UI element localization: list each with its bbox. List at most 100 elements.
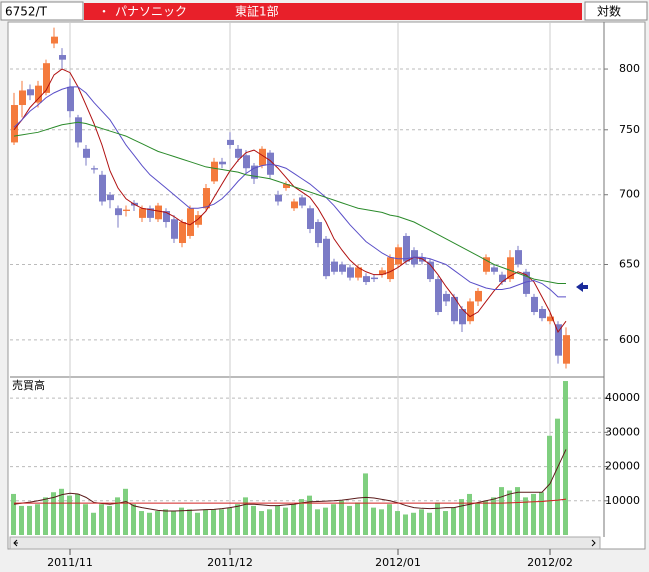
y-tick-label: 40000 — [605, 391, 640, 404]
candle-body — [107, 194, 114, 201]
candle-body — [19, 90, 26, 106]
volume-bar — [19, 505, 24, 535]
volume-bar — [83, 504, 88, 535]
plot-frame — [7, 21, 646, 550]
volume-bar — [347, 505, 352, 535]
name-bar — [84, 3, 582, 20]
candle-body — [403, 235, 410, 262]
candle-body — [379, 270, 386, 275]
candle-body — [499, 274, 506, 283]
volume-bar — [259, 511, 264, 535]
volume-bar — [27, 505, 32, 535]
volume-bar — [355, 502, 360, 535]
candle-body — [371, 277, 378, 280]
scroll-right[interactable] — [591, 539, 596, 547]
volume-bar — [107, 505, 112, 535]
x-tick-label: 2012/02 — [527, 556, 573, 569]
volume-bar — [283, 507, 288, 535]
volume-bar — [195, 512, 200, 535]
candle-body — [363, 276, 370, 283]
volume-bar — [267, 509, 272, 535]
candle-body — [251, 165, 258, 179]
stock-name: パナソニック — [115, 5, 187, 19]
y-tick-label: 700 — [619, 188, 640, 201]
candle-body — [507, 257, 514, 280]
candle-body — [195, 215, 202, 225]
scale-button[interactable] — [584, 1, 648, 21]
volume-bar — [99, 504, 104, 535]
candle-body — [491, 267, 498, 272]
x-tick-label: 2011/12 — [207, 556, 253, 569]
candle-body — [395, 247, 402, 265]
volume-bar — [171, 511, 176, 535]
volume-bar — [403, 514, 408, 535]
candle-body — [387, 257, 394, 280]
volume-bar — [115, 497, 120, 535]
candle-body — [267, 152, 274, 175]
candle-body — [467, 301, 474, 322]
moving-average-line — [13, 68, 567, 334]
y-tick-label: 30000 — [605, 425, 640, 438]
y-tick-label: 600 — [619, 333, 640, 346]
candle-body — [51, 36, 58, 44]
candle-body — [435, 279, 442, 313]
volume-bar — [43, 497, 48, 535]
candle-body — [203, 188, 210, 209]
candle-body — [91, 168, 98, 170]
bullet: ・ — [98, 5, 110, 19]
volume-bar — [67, 495, 72, 535]
volume-bar — [59, 488, 64, 535]
volume-bar — [91, 512, 96, 535]
volume-bar — [331, 504, 336, 535]
volume-bar — [155, 511, 160, 535]
candle-body — [459, 308, 466, 325]
volume-bar — [147, 512, 152, 535]
candle-body — [515, 250, 522, 265]
volume-bar — [539, 492, 544, 535]
volume-bar — [531, 493, 536, 535]
candle-body — [355, 267, 362, 278]
volume-bar — [131, 504, 136, 535]
candle-body — [323, 238, 330, 277]
volume-bar — [443, 511, 448, 535]
candle-body — [211, 161, 218, 182]
volume-bar — [211, 509, 216, 535]
volume-bar — [555, 418, 560, 535]
candle-body — [187, 208, 194, 236]
candle-body — [243, 155, 250, 169]
volume-bar — [563, 381, 568, 535]
candle-body — [43, 63, 50, 93]
scroll-left[interactable] — [13, 539, 18, 547]
volume-bar — [483, 500, 488, 535]
volume-bar — [507, 490, 512, 535]
volume-bar — [475, 502, 480, 535]
volume-bar — [219, 509, 224, 535]
candle-body — [235, 148, 242, 158]
candle-body — [67, 86, 74, 112]
panel-title: 売買高 — [12, 378, 45, 392]
scale-mode[interactable]: 対数 — [597, 4, 621, 19]
volume-bar — [515, 487, 520, 535]
y-tick-label: 10000 — [605, 494, 640, 507]
candle-body — [315, 222, 322, 244]
volume-bar — [275, 505, 280, 535]
candle-body — [443, 293, 450, 302]
candle-body — [307, 208, 314, 229]
candle-body — [299, 197, 306, 206]
candle-body — [99, 174, 106, 202]
volume-bar — [435, 502, 440, 535]
scrollbar[interactable] — [9, 536, 601, 550]
volume-bar — [235, 504, 240, 535]
volume-bar — [75, 493, 80, 535]
candle-body — [291, 201, 298, 209]
volume-bar — [187, 509, 192, 535]
volume-bar — [547, 435, 552, 535]
moving-average-line — [13, 86, 566, 298]
volume-bar — [163, 509, 168, 535]
candle-body — [75, 117, 82, 143]
volume-bar — [307, 495, 312, 535]
candle-body — [483, 257, 490, 272]
volume-bar — [251, 505, 256, 535]
x-tick-label: 2011/11 — [47, 556, 93, 569]
candle-body — [171, 219, 178, 239]
